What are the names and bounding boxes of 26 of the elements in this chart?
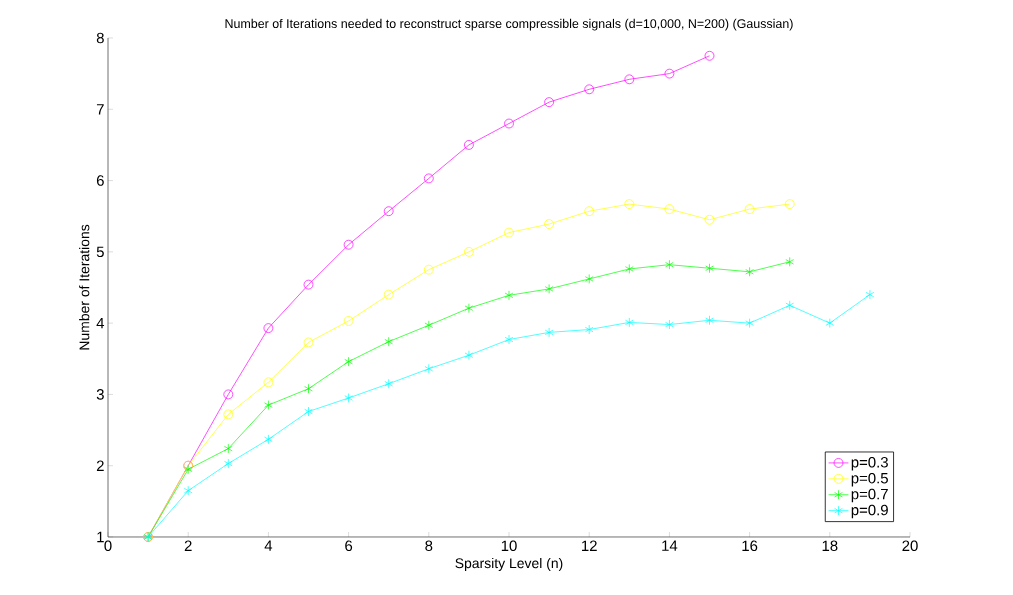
x-tick-label: 20 [902,540,918,552]
x-tick-label: 12 [582,540,597,551]
x-tick-label: 6 [345,540,353,552]
x-tick-label: 16 [742,540,758,552]
x-axis-title: Sparsity Level (n) [455,557,563,571]
y-tick-label: 2 [96,460,104,471]
x-tick-label: 4 [264,540,273,551]
y-axis-title: Number of Iterations [79,224,90,350]
y-tick-label: 3 [96,389,104,400]
y-tick-label: 6 [96,175,104,186]
chart-title: Number of Iterations needed to reconstruct sparse compressible signals (d=10,000, N=200) (Gaussian) [225,18,793,31]
y-tick-label: 7 [96,104,104,115]
y-tick-label: 4 [96,317,105,329]
x-tick-label: 8 [425,540,433,552]
y-tick-label: 5 [96,246,104,258]
x-tick-label: 18 [822,540,838,552]
legend-label: p=0.9 [851,504,888,519]
legend-label: p=0.7 [851,488,888,503]
x-tick-label: 2 [184,540,192,551]
legend-label: p=0.3 [851,456,888,471]
x-tick-label: 14 [662,540,678,551]
y-tick-label: 8 [96,32,104,44]
legend-label: p=0.5 [851,472,888,487]
x-tick-label: 10 [501,540,517,552]
x-tick-label: 0 [104,540,112,552]
y-tick-label: 1 [97,531,104,543]
